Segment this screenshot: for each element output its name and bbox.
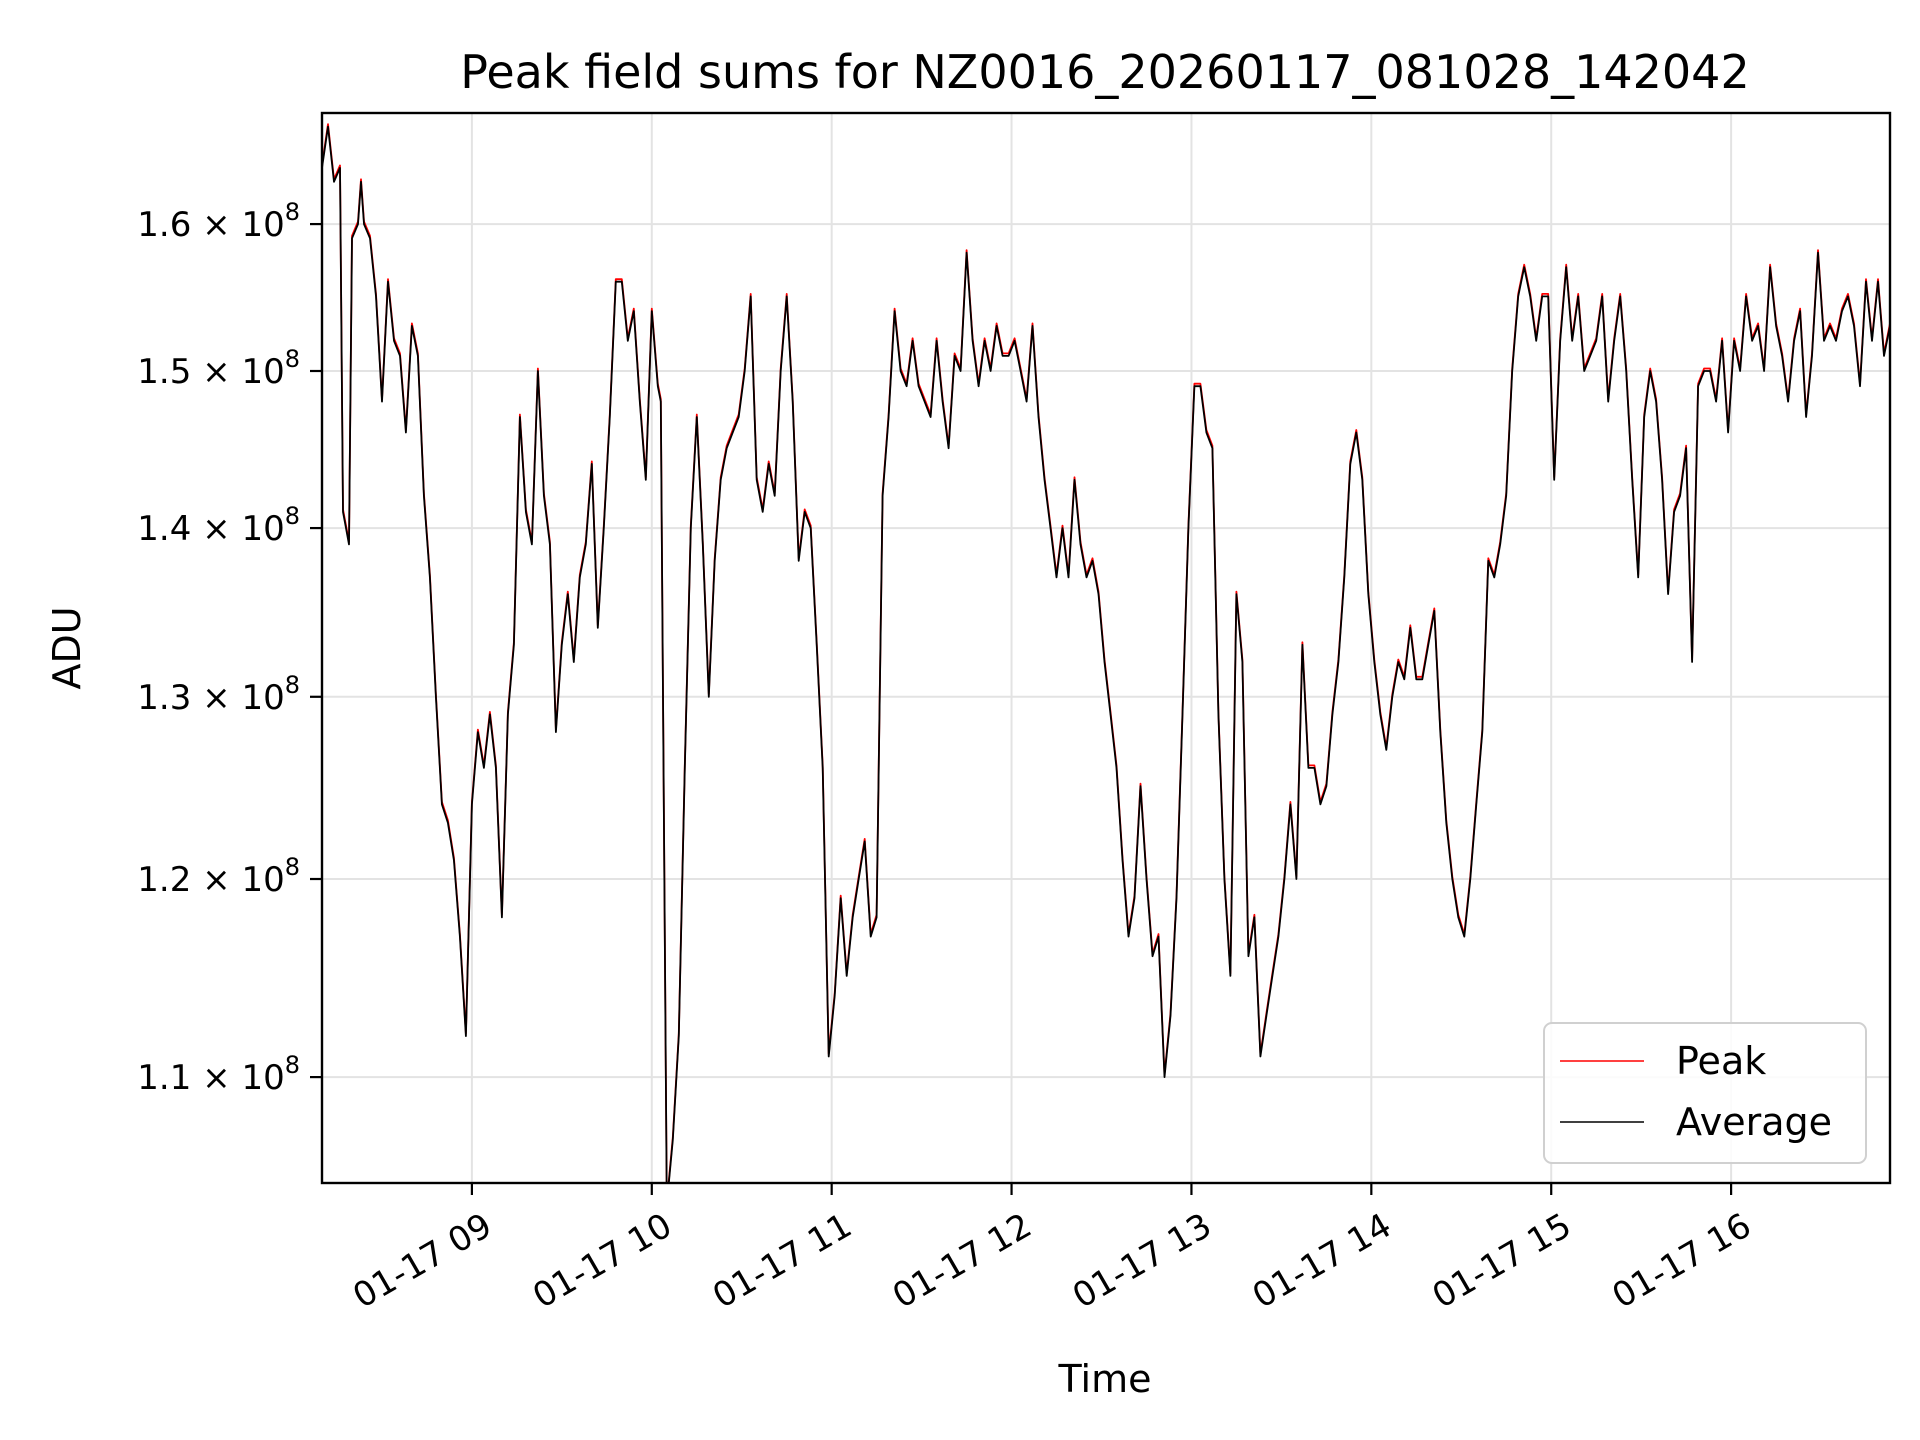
y-tick-mantissa: 1.5 (137, 352, 191, 392)
y-tick-mantissa: 1.1 (137, 1058, 191, 1098)
grid-layer (322, 113, 1890, 1183)
series-layer (322, 123, 1890, 1183)
y-tick-label: 1.2 × 108 (137, 853, 300, 900)
y-tick-times-sign: × 10 (191, 860, 284, 900)
y-tick-mantissa: 1.6 (137, 205, 191, 245)
y-tick-label: 1.5 × 108 (137, 345, 300, 392)
legend-label-average: Average (1676, 1100, 1832, 1144)
series-line-average (322, 125, 1890, 1183)
y-tick-exponent: 8 (285, 345, 300, 373)
y-tick-times-sign: × 10 (191, 205, 284, 245)
y-tick-times-sign: × 10 (191, 1058, 284, 1098)
y-tick-label: 1.3 × 108 (137, 671, 300, 718)
plot-frame (320, 111, 1892, 1185)
y-tick-exponent: 8 (285, 198, 300, 226)
y-tick-label: 1.1 × 108 (137, 1051, 300, 1098)
x-axis-label: Time (1058, 1357, 1152, 1401)
legend-label-peak: Peak (1676, 1039, 1766, 1083)
legend: Peak Average (1543, 1022, 1867, 1164)
y-tick-label: 1.4 × 108 (137, 502, 300, 549)
y-tick-exponent: 8 (285, 1051, 300, 1079)
y-axis-label: ADU (45, 606, 89, 689)
y-tick-mantissa: 1.3 (137, 678, 191, 718)
y-tick-exponent: 8 (285, 853, 300, 881)
y-tick-times-sign: × 10 (191, 352, 284, 392)
chart-title: Peak field sums for NZ0016_20260117_0810… (460, 45, 1749, 99)
legend-box (1543, 1022, 1867, 1164)
y-tick-mantissa: 1.4 (137, 509, 191, 549)
y-tick-exponent: 8 (285, 502, 300, 530)
y-tick-mantissa: 1.2 (137, 860, 191, 900)
y-tick-label: 1.6 × 108 (137, 198, 300, 245)
y-tick-times-sign: × 10 (191, 678, 284, 718)
y-tick-times-sign: × 10 (191, 509, 284, 549)
y-tick-exponent: 8 (285, 671, 300, 699)
